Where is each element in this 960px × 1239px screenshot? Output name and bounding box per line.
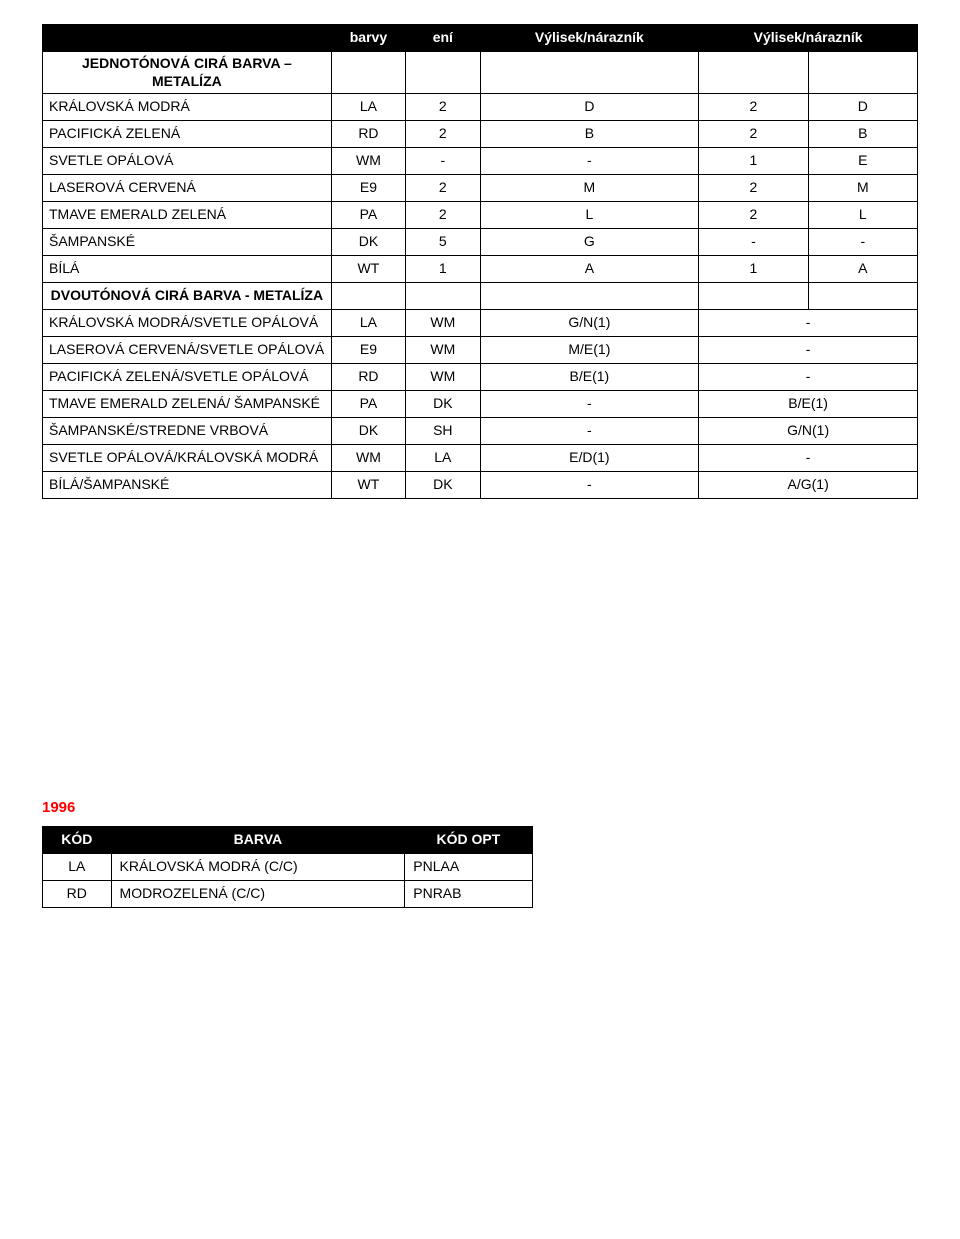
section1-title-row: JEDNOTÓNOVÁ CIRÁ BARVA – METALÍZA: [43, 52, 918, 94]
table-row: PACIFICKÁ ZELENÁ/SVETLE OPÁLOVÁ RD WM B/…: [43, 364, 918, 391]
header-kod: KÓD: [43, 827, 112, 854]
header-barvy: barvy: [331, 25, 405, 52]
header-eni: ení: [406, 25, 480, 52]
row-name: KRÁLOVSKÁ MODRÁ: [43, 94, 332, 121]
header-vyl2: Výlisek/nárazník: [699, 25, 918, 52]
table-row: LASEROVÁ CERVENÁ/SVETLE OPÁLOVÁ E9 WM M/…: [43, 337, 918, 364]
header-blank: [43, 25, 332, 52]
table-header-row: barvy ení Výlisek/nárazník Výlisek/náraz…: [43, 25, 918, 52]
header-kodopt: KÓD OPT: [405, 827, 532, 854]
code-table: KÓD BARVA KÓD OPT LA KRÁLOVSKÁ MODRÁ (C/…: [42, 826, 533, 908]
section2-title: DVOUTÓNOVÁ CIRÁ BARVA - METALÍZA: [43, 283, 332, 310]
section1-title: JEDNOTÓNOVÁ CIRÁ BARVA – METALÍZA: [43, 52, 332, 94]
header-barva: BARVA: [111, 827, 405, 854]
table-row: ŠAMPANSKÉ DK 5 G - -: [43, 229, 918, 256]
table-row: LASEROVÁ CERVENÁ E9 2 M 2 M: [43, 175, 918, 202]
year-label: 1996: [42, 799, 918, 816]
table-row: TMAVE EMERALD ZELENÁ/ ŠAMPANSKÉ PA DK - …: [43, 391, 918, 418]
color-table-main: barvy ení Výlisek/nárazník Výlisek/náraz…: [42, 24, 918, 499]
table-row: BÍLÁ WT 1 A 1 A: [43, 256, 918, 283]
table-row: KRÁLOVSKÁ MODRÁ/SVETLE OPÁLOVÁ LA WM G/N…: [43, 310, 918, 337]
section2-title-row: DVOUTÓNOVÁ CIRÁ BARVA - METALÍZA: [43, 283, 918, 310]
table-header-row: KÓD BARVA KÓD OPT: [43, 827, 533, 854]
table-row: BÍLÁ/ŠAMPANSKÉ WT DK - A/G(1): [43, 472, 918, 499]
table-row: SVETLE OPÁLOVÁ/KRÁLOVSKÁ MODRÁ WM LA E/D…: [43, 445, 918, 472]
table-row: TMAVE EMERALD ZELENÁ PA 2 L 2 L: [43, 202, 918, 229]
table-row: ŠAMPANSKÉ/STREDNE VRBOVÁ DK SH - G/N(1): [43, 418, 918, 445]
table-row: RD MODROZELENÁ (C/C) PNRAB: [43, 881, 533, 908]
table-row: SVETLE OPÁLOVÁ WM - - 1 E: [43, 148, 918, 175]
table-row: PACIFICKÁ ZELENÁ RD 2 B 2 B: [43, 121, 918, 148]
table-row: LA KRÁLOVSKÁ MODRÁ (C/C) PNLAA: [43, 854, 533, 881]
header-vyl1: Výlisek/nárazník: [480, 25, 699, 52]
table-row: KRÁLOVSKÁ MODRÁ LA 2 D 2 D: [43, 94, 918, 121]
